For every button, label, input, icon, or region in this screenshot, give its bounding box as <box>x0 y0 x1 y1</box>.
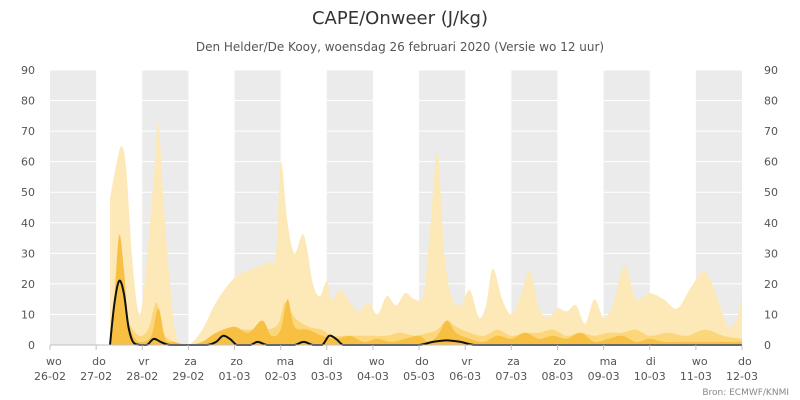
x-tick-day: zo <box>231 355 244 368</box>
y-tick-label: 10 <box>764 308 778 321</box>
y-tick-label: 20 <box>764 278 778 291</box>
y-axis-left: 0 10 20 30 40 50 60 70 80 90 <box>21 64 35 352</box>
y-tick-label: 60 <box>21 156 35 169</box>
y-axis-right: 0 10 20 30 40 50 60 70 80 90 <box>764 64 778 352</box>
y-tick-label: 20 <box>21 278 35 291</box>
x-tick-day: za <box>184 355 197 368</box>
x-tick-day: wo <box>46 355 62 368</box>
series-max-area <box>110 121 742 345</box>
x-tick-date: 26-02 <box>34 370 66 383</box>
x-tick-date: 12-03 <box>726 370 758 383</box>
x-tick-day: di <box>323 355 333 368</box>
x-tick-date: 07-03 <box>495 370 527 383</box>
x-tick-day: vr <box>461 355 473 368</box>
y-tick-label: 70 <box>764 125 778 138</box>
x-tick-date: 03-03 <box>311 370 343 383</box>
y-tick-label: 0 <box>764 339 771 352</box>
y-tick-label: 90 <box>764 64 778 77</box>
x-tick-day: do <box>415 355 429 368</box>
y-tick-label: 80 <box>21 95 35 108</box>
y-tick-label: 30 <box>21 247 35 260</box>
x-tick-date: 28-02 <box>126 370 158 383</box>
chart-credit: Bron: ECMWF/KNMI <box>702 388 789 398</box>
x-tick-day: vr <box>138 355 150 368</box>
x-tick-day: za <box>507 355 520 368</box>
x-tick-day: wo <box>369 355 385 368</box>
x-tick-date: 04-03 <box>357 370 389 383</box>
y-tick-label: 50 <box>764 186 778 199</box>
x-tick-date: 09-03 <box>588 370 620 383</box>
y-tick-label: 40 <box>764 217 778 230</box>
y-tick-label: 30 <box>764 247 778 260</box>
y-tick-label: 50 <box>21 186 35 199</box>
y-tick-label: 70 <box>21 125 35 138</box>
x-tick-date: 11-03 <box>680 370 712 383</box>
x-tick-day: zo <box>553 355 566 368</box>
x-tick-day: wo <box>692 355 708 368</box>
chart-subtitle: Den Helder/De Kooy, woensdag 26 februari… <box>196 40 604 54</box>
y-tick-label: 40 <box>21 217 35 230</box>
y-tick-label: 10 <box>21 308 35 321</box>
x-tick-date: 08-03 <box>541 370 573 383</box>
y-tick-label: 90 <box>21 64 35 77</box>
y-tick-label: 0 <box>28 339 35 352</box>
x-tick-date: 29-02 <box>172 370 204 383</box>
x-tick-date: 05-03 <box>403 370 435 383</box>
x-tick-date: 10-03 <box>634 370 666 383</box>
x-tick-day: ma <box>277 355 294 368</box>
x-axis: wo 26-02 do 27-02 vr 28-02 za 29-02 zo 01-03 ma 02-… <box>34 345 758 383</box>
x-tick-date: 02-03 <box>265 370 297 383</box>
chart-title: CAPE/Onweer (J/kg) <box>312 8 488 29</box>
x-tick-date: 01-03 <box>219 370 251 383</box>
x-tick-day: di <box>646 355 656 368</box>
x-tick-day: ma <box>600 355 617 368</box>
series-p75-area <box>110 277 742 345</box>
x-tick-date: 27-02 <box>80 370 112 383</box>
y-tick-label: 60 <box>764 156 778 169</box>
x-tick-day: do <box>738 355 752 368</box>
x-tick-date: 06-03 <box>449 370 481 383</box>
day-band <box>50 70 97 345</box>
x-tick-day: do <box>92 355 106 368</box>
y-tick-label: 80 <box>764 95 778 108</box>
